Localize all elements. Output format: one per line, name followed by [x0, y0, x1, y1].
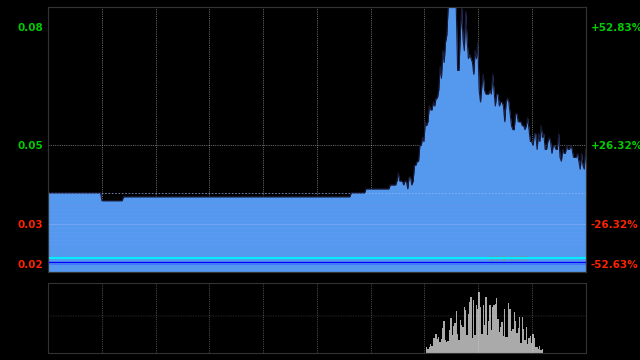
Bar	[428, 349, 429, 353]
Bar	[535, 347, 536, 353]
Bar	[525, 327, 527, 353]
Bar	[461, 325, 462, 353]
Bar	[477, 309, 479, 353]
Bar	[444, 321, 445, 353]
Bar	[463, 307, 465, 353]
Bar	[436, 339, 438, 353]
Bar	[501, 321, 503, 353]
Bar	[488, 321, 489, 353]
Bar	[503, 336, 504, 353]
Bar	[512, 329, 513, 353]
Bar	[489, 305, 491, 353]
Bar	[429, 347, 430, 353]
Bar	[447, 341, 449, 353]
Bar	[445, 340, 446, 353]
Bar	[493, 305, 495, 353]
Bar	[523, 329, 524, 353]
Bar	[446, 342, 447, 353]
Bar	[430, 344, 431, 353]
Bar	[507, 337, 508, 353]
Bar	[433, 338, 434, 353]
Bar	[496, 298, 497, 353]
Bar	[520, 343, 522, 353]
Bar	[481, 333, 483, 353]
Bar	[469, 302, 470, 353]
Bar	[499, 332, 500, 353]
Bar	[492, 307, 493, 353]
Bar	[484, 325, 485, 353]
Bar	[516, 333, 518, 353]
Bar	[509, 310, 511, 353]
Bar	[538, 349, 539, 353]
Bar	[536, 347, 538, 353]
Bar	[426, 347, 428, 353]
Bar	[457, 334, 458, 353]
Bar	[442, 328, 444, 353]
Bar	[485, 297, 486, 353]
Bar	[495, 303, 496, 353]
Bar	[480, 307, 481, 353]
Bar	[468, 314, 469, 353]
Bar	[441, 339, 442, 353]
Bar	[435, 334, 436, 353]
Bar	[531, 343, 532, 353]
Bar	[532, 334, 534, 353]
Bar	[465, 310, 467, 353]
Bar	[524, 340, 525, 353]
Bar	[530, 336, 531, 353]
Bar	[473, 300, 474, 353]
Bar	[472, 338, 473, 353]
Bar	[479, 292, 480, 353]
Bar	[519, 317, 520, 353]
Bar	[458, 339, 460, 353]
Bar	[454, 323, 456, 353]
Bar	[483, 305, 484, 353]
Bar	[470, 297, 472, 353]
Bar	[529, 338, 530, 353]
Bar	[486, 336, 488, 353]
Bar	[440, 342, 441, 353]
Bar	[431, 346, 433, 353]
Text: sina.com: sina.com	[488, 253, 529, 262]
Bar	[497, 319, 499, 353]
Bar	[434, 338, 435, 353]
Bar	[500, 327, 501, 353]
Bar	[542, 349, 543, 353]
Bar	[467, 335, 468, 353]
Bar	[450, 318, 452, 353]
Bar	[515, 321, 516, 353]
Bar	[474, 335, 476, 353]
Bar	[504, 309, 506, 353]
Bar	[453, 325, 454, 353]
Bar	[511, 331, 512, 353]
Bar	[438, 337, 440, 353]
Bar	[506, 337, 507, 353]
Bar	[534, 338, 535, 353]
Bar	[540, 350, 542, 353]
Bar	[522, 316, 523, 353]
Bar	[462, 327, 463, 353]
Bar	[449, 330, 450, 353]
Bar	[527, 344, 529, 353]
Bar	[518, 328, 519, 353]
Bar	[491, 330, 492, 353]
Bar	[539, 346, 540, 353]
Bar	[513, 312, 515, 353]
Bar	[476, 305, 477, 353]
Bar	[456, 311, 457, 353]
Bar	[452, 335, 453, 353]
Bar	[508, 303, 509, 353]
Bar	[460, 320, 461, 353]
